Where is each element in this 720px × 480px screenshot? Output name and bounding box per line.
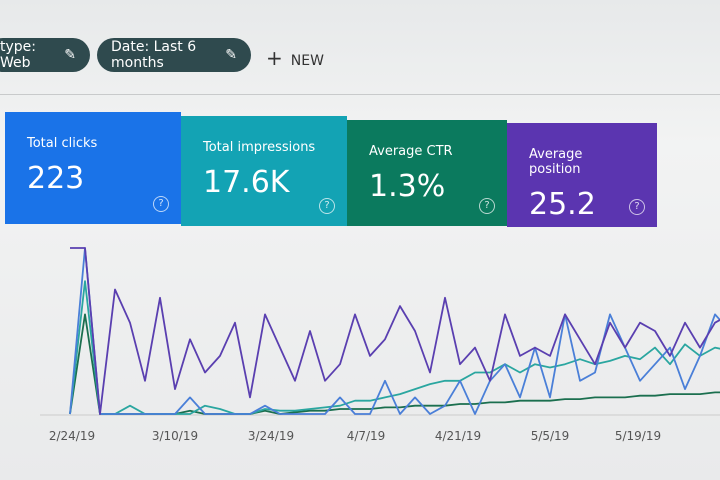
edit-icon: ✎ — [225, 47, 237, 63]
metric-value: 1.3% — [369, 169, 446, 204]
new-button[interactable]: + NEW — [266, 46, 324, 70]
metric-value: 17.6K — [203, 165, 290, 200]
metric-label: Total clicks — [27, 136, 98, 151]
x-tick-label: 4/21/19 — [435, 429, 481, 443]
button-text: NEW — [290, 53, 324, 69]
chip-text: Date: Last 6 months — [111, 39, 197, 71]
metric-label: Average CTR — [369, 144, 453, 159]
top-divider — [0, 94, 720, 95]
edit-icon: ✎ — [64, 47, 76, 63]
x-tick-label: 4/7/19 — [347, 429, 386, 443]
metric-value: 25.2 — [529, 187, 596, 222]
series-line — [69, 280, 720, 415]
series-line — [69, 313, 720, 415]
metric-card[interactable]: Total clicks 223 ? — [5, 112, 181, 224]
help-icon[interactable]: ? — [153, 196, 169, 212]
help-icon[interactable]: ? — [629, 199, 645, 215]
series-line — [70, 247, 720, 415]
filter-chip[interactable]: Date: Last 6 months ✎ — [97, 38, 251, 72]
x-tick-label: 2/24/19 — [49, 429, 95, 443]
metric-label: Average position — [529, 147, 583, 177]
x-tick-label: 5/19/19 — [615, 429, 661, 443]
x-tick-label: 5/5/19 — [531, 429, 570, 443]
chip-text: type: Web — [0, 39, 36, 71]
plus-icon: + — [266, 46, 283, 70]
filter-chip[interactable]: type: Web ✎ — [0, 38, 90, 72]
x-tick-label: 3/24/19 — [248, 429, 294, 443]
series-line — [69, 247, 720, 415]
metric-card[interactable]: Average position 25.2 ? — [507, 123, 657, 227]
metric-value: 223 — [27, 161, 85, 196]
metric-card[interactable]: Average CTR 1.3% ? — [347, 120, 507, 226]
help-icon[interactable]: ? — [319, 198, 335, 214]
x-tick-label: 3/10/19 — [152, 429, 198, 443]
metric-label: Total impressions — [203, 140, 316, 155]
help-icon[interactable]: ? — [479, 198, 495, 214]
metric-card[interactable]: Total impressions 17.6K ? — [181, 116, 347, 226]
